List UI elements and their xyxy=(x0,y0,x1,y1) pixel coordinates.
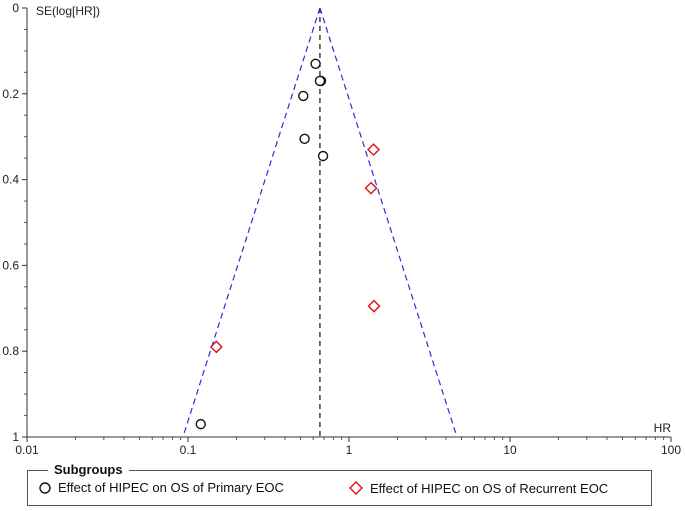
data-point-recurrent xyxy=(364,181,378,195)
diamond-marker-icon xyxy=(349,481,363,495)
y-tick-label: 0 xyxy=(12,1,19,15)
legend-label-primary: Effect of HIPEC on OS of Primary EOC xyxy=(58,480,284,495)
data-point-recurrent xyxy=(209,340,223,354)
legend-item-primary: Effect of HIPEC on OS of Primary EOC xyxy=(38,480,284,495)
x-axis-title: HR xyxy=(654,421,672,435)
data-point-primary xyxy=(314,75,326,87)
x-tick-label: 10 xyxy=(503,443,517,457)
circle-marker-icon xyxy=(39,481,51,494)
y-tick-label: 0.6 xyxy=(2,258,19,272)
data-point-primary xyxy=(298,90,309,102)
funnel-left-line xyxy=(182,7,321,438)
data-point-recurrent xyxy=(367,299,381,313)
funnel-right-line xyxy=(319,7,458,438)
data-point-primary xyxy=(299,133,310,145)
legend-label-recurrent: Effect of HIPEC on OS of Recurrent EOC xyxy=(370,480,609,496)
y-tick-label: 0.8 xyxy=(2,344,19,358)
y-tick-label: 0.2 xyxy=(2,87,19,101)
x-tick-label: 0.1 xyxy=(180,443,197,457)
legend: Subgroups Effect of HIPEC on OS of Prima… xyxy=(27,462,652,506)
y-axis-title: SE(log[HR]) xyxy=(36,4,100,18)
y-tick-label: 0.4 xyxy=(2,173,19,187)
y-tick-label: 1 xyxy=(12,430,19,444)
data-point-primary xyxy=(310,58,321,69)
x-tick-label: 100 xyxy=(661,443,681,457)
data-point-recurrent xyxy=(367,143,381,157)
data-point-primary xyxy=(195,418,206,430)
data-point-primary xyxy=(317,150,329,162)
x-tick-label: 0.01 xyxy=(15,443,39,457)
x-tick-label: 1 xyxy=(346,443,353,457)
legend-title: Subgroups xyxy=(48,462,129,477)
legend-item-recurrent: Effect of HIPEC on OS of Recurrent EOC xyxy=(348,480,608,496)
